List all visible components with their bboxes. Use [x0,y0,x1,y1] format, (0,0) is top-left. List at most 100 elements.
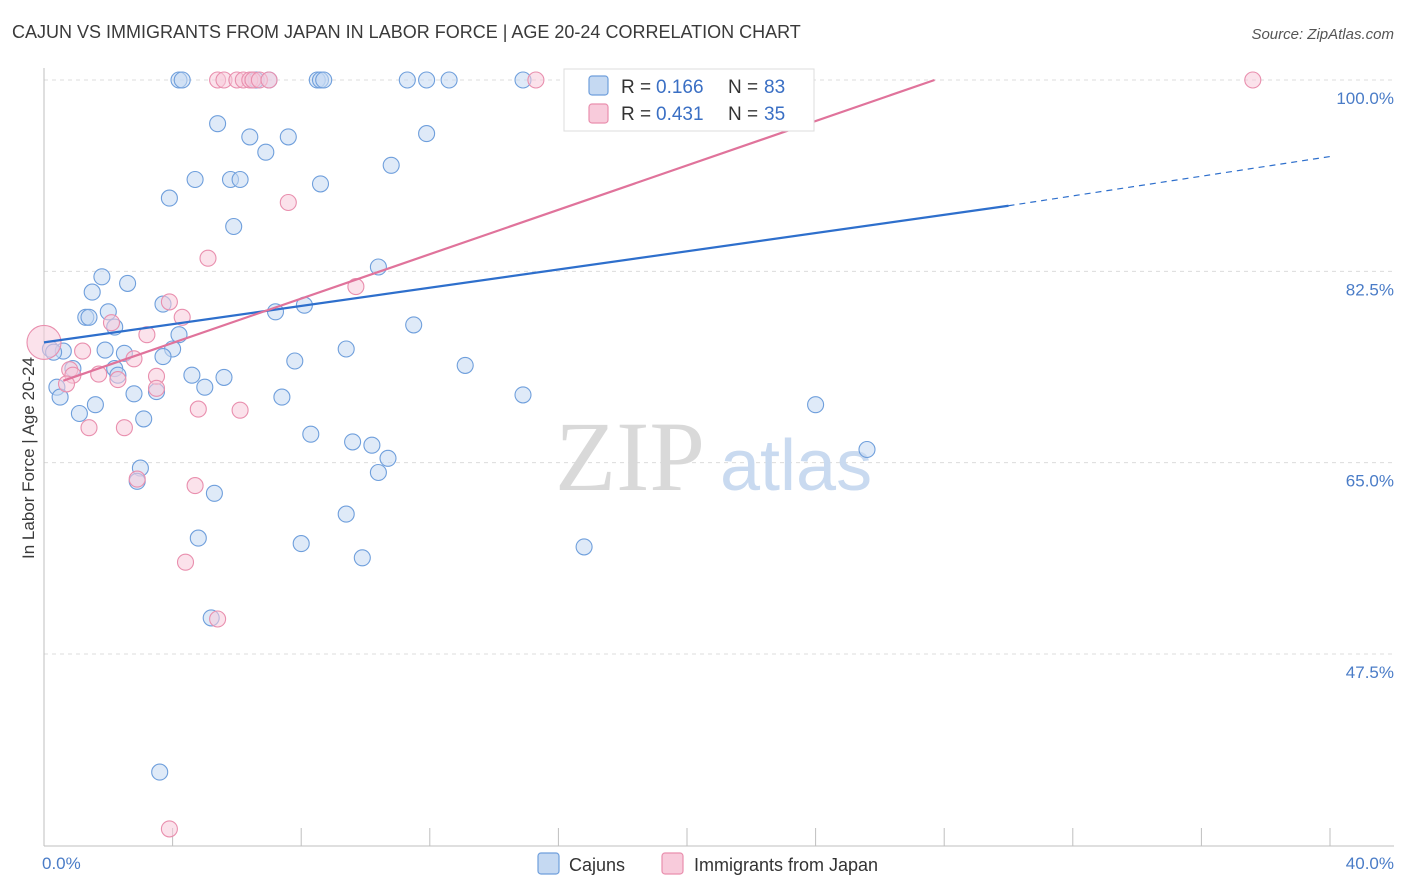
y-tick-labels: 47.5% 65.0% 82.5% 100.0% [1336,89,1394,682]
point-cajuns [363,436,381,454]
point-cajuns [225,217,243,236]
point-cajuns [257,143,275,161]
point-japan [279,193,297,212]
point-japan [199,249,217,267]
point-japan [102,314,121,332]
point-japan [74,342,92,360]
x-tick-label-max: 40.0% [1346,854,1394,873]
point-cajuns [405,316,423,334]
point-cajuns [93,268,111,286]
point-cajuns [231,170,249,189]
x-ticks [172,828,1331,846]
point-japan [189,400,207,418]
point-japan [176,553,195,571]
point-cajuns [205,484,223,502]
point-japan [231,401,249,419]
point-cajuns [189,529,207,547]
scatter-points [26,71,1262,838]
point-cajuns [286,352,304,370]
point-cajuns [86,396,104,414]
bottom-legend-swatch-cajuns [537,852,560,875]
legend-r-value-japan: 0.431 [656,104,704,125]
point-cajuns [398,71,416,89]
point-cajuns [311,175,330,193]
point-japan [260,71,278,89]
y-axis-label: In Labor Force | Age 20-24 [19,357,38,559]
point-cajuns [70,404,88,423]
point-cajuns [337,505,355,523]
y-tick-label: 82.5% [1346,280,1394,299]
point-cajuns [186,170,204,189]
correlation-legend: R = 0.166 N = 83 R = 0.431 N = 35 [563,68,815,132]
point-cajuns [209,115,227,133]
point-cajuns [440,71,458,89]
series-legend: Cajuns Immigrants from Japan [537,852,878,875]
point-cajuns [575,538,593,556]
y-tick-label: 65.0% [1346,472,1394,491]
point-cajuns [196,378,214,396]
point-cajuns [369,463,387,482]
point-cajuns [125,385,143,403]
point-cajuns [344,433,362,451]
y-tick-label: 47.5% [1346,663,1394,682]
point-cajuns [382,156,400,174]
legend-swatch-japan [588,103,609,124]
point-cajuns [418,71,436,89]
watermark-atlas: atlas [720,426,872,506]
bottom-legend-swatch-japan [661,852,684,875]
point-cajuns [83,283,101,301]
legend-n-value-japan: 35 [764,104,785,125]
point-cajuns [858,440,876,459]
point-cajuns [80,308,98,326]
point-japan [186,477,204,495]
point-japan [209,610,227,628]
gridlines [44,79,1394,655]
point-cajuns [418,125,436,143]
point-cajuns [337,340,355,358]
point-japan [160,820,178,838]
point-cajuns [353,549,371,567]
point-cajuns [456,356,474,374]
legend-r-label-cajuns: R = [621,77,651,98]
point-cajuns [119,274,137,292]
legend-swatch-cajuns [588,75,609,96]
point-cajuns [154,348,172,366]
point-cajuns [173,71,191,89]
chart-title: CAJUN VS IMMIGRANTS FROM JAPAN IN LABOR … [12,22,801,42]
chart-source: Source: ZipAtlas.com [1251,26,1394,43]
point-cajuns [315,71,333,89]
point-cajuns [241,128,259,146]
point-cajuns [151,763,169,781]
point-cajuns [135,410,153,428]
point-cajuns [183,366,201,384]
legend-n-label-japan: N = [728,104,758,125]
point-japan [160,293,178,311]
legend-n-label-cajuns: N = [728,77,758,98]
point-cajuns [379,449,397,467]
point-japan [115,419,133,437]
axes [43,68,1394,847]
bottom-legend-label-japan: Immigrants from Japan [694,855,878,875]
point-cajuns [96,341,114,359]
point-cajuns [302,425,320,443]
watermark-zip: ZIP [555,401,705,512]
point-cajuns [807,396,825,414]
point-cajuns [292,535,310,553]
point-japan [138,326,156,344]
bottom-legend-label-cajuns: Cajuns [569,855,625,875]
y-tick-label: 100.0% [1336,89,1394,108]
point-cajuns [273,388,291,406]
point-japan [109,371,127,389]
legend-r-value-cajuns: 0.166 [656,77,704,98]
point-japan [1244,71,1262,89]
legend-r-label-japan: R = [621,104,651,125]
point-cajuns [279,128,297,146]
point-cajuns [215,368,233,386]
point-japan [80,419,98,437]
point-japan [128,470,146,488]
trend-line-cajuns [43,204,1009,344]
x-tick-label-min: 0.0% [42,854,81,873]
trend-line-cajuns-extension [1008,155,1331,207]
legend-n-value-cajuns: 83 [764,77,785,98]
